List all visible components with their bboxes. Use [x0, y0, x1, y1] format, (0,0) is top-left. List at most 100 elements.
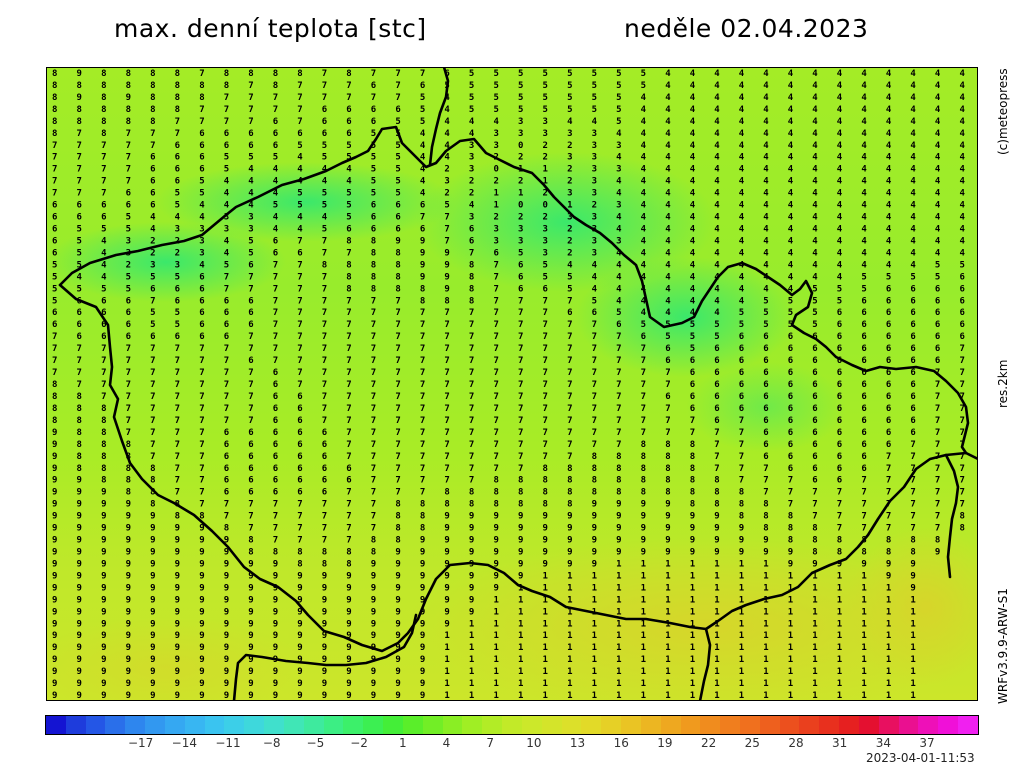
temperature-value: 6 [886, 368, 891, 378]
temperature-value: 8 [101, 476, 106, 486]
temperature-value: 5 [150, 272, 155, 282]
temperature-value: 1 [469, 691, 474, 701]
temperature-value: 7 [297, 380, 302, 390]
temperature-value: 6 [910, 344, 915, 354]
temperature-value: 5 [592, 105, 597, 115]
temperature-value: 8 [52, 416, 57, 426]
temperature-value: 7 [77, 189, 82, 199]
temperature-value: 2 [494, 213, 499, 223]
temperature-value: 6 [150, 153, 155, 163]
temperature-value: 5 [960, 260, 965, 270]
temperature-value: 4 [812, 165, 818, 175]
temperature-value: 4 [641, 129, 647, 139]
copyright-label: (c)meteopress [996, 68, 1010, 155]
temperature-value: 6 [346, 476, 351, 486]
temperature-value: 4 [812, 129, 818, 139]
temperature-value: 6 [224, 452, 229, 462]
temperature-value: 4 [763, 165, 769, 175]
temperature-value: 9 [567, 548, 572, 558]
temperature-value: 1 [714, 619, 719, 629]
temperature-value: 1 [567, 571, 572, 581]
temperature-value: 4 [248, 201, 254, 211]
temperature-value: 4 [788, 248, 794, 258]
temperature-value: 7 [518, 368, 523, 378]
temperature-value: 4 [714, 105, 720, 115]
temperature-value: 9 [346, 595, 351, 605]
temperature-value: 9 [224, 655, 229, 665]
temperature-value: 6 [126, 332, 131, 342]
temperature-value: 8 [788, 524, 793, 534]
temperature-value: 9 [101, 512, 106, 522]
temperature-value: 8 [616, 476, 621, 486]
temperature-value: 8 [665, 488, 670, 498]
temperature-value: 5 [518, 93, 523, 103]
temperature-value: 9 [395, 643, 400, 653]
temperature-value: 7 [322, 320, 327, 330]
temperature-value: 5 [52, 272, 57, 282]
temperature-value: 7 [395, 476, 400, 486]
temperature-value: 9 [371, 595, 376, 605]
temperature-value: 3 [616, 237, 621, 247]
temperature-value: 6 [960, 320, 965, 330]
temperature-value: 1 [616, 655, 621, 665]
color-scale-cell [85, 716, 106, 734]
east-border-line [944, 453, 960, 579]
temperature-value: 9 [77, 512, 82, 522]
color-scale-tick-label: 28 [788, 736, 804, 750]
temperature-value: 6 [960, 332, 965, 342]
temperature-value: 8 [444, 500, 449, 510]
temperature-value: 7 [322, 380, 327, 390]
temperature-value: 7 [322, 93, 327, 103]
temperature-value: 7 [371, 93, 376, 103]
temperature-value: 4 [101, 248, 107, 258]
temperature-value: 4 [641, 141, 647, 151]
temperature-value: 5 [592, 81, 597, 91]
temperature-value: 9 [420, 548, 425, 558]
temperature-value: 4 [714, 296, 720, 306]
temperature-value: 7 [616, 440, 621, 450]
temperature-value: 8 [322, 260, 327, 270]
temperature-value: 3 [494, 225, 499, 235]
temperature-value: 5 [739, 320, 744, 330]
temperature-value: 8 [248, 548, 253, 558]
temperature-value: 7 [126, 392, 131, 402]
temperature-value: 7 [518, 428, 523, 438]
temperature-value: 4 [861, 225, 867, 235]
temperature-value: 6 [248, 320, 253, 330]
temperature-value: 7 [297, 308, 302, 318]
temperature-value: 1 [665, 583, 670, 593]
temperature-value: 1 [616, 619, 621, 629]
temperature-value: 8 [346, 237, 351, 247]
temperature-value: 8 [273, 69, 278, 79]
color-scale-tick-label: −8 [262, 736, 281, 750]
temperature-value: 7 [175, 117, 180, 127]
temperature-value: 8 [371, 248, 376, 258]
temperature-value: 1 [739, 583, 744, 593]
temperature-value: 9 [101, 667, 106, 677]
temperature-value: 7 [543, 356, 548, 366]
temperature-value: 1 [910, 667, 915, 677]
temperature-value: 9 [77, 679, 82, 689]
temperature-value: 8 [126, 464, 131, 474]
temperature-value: 1 [788, 595, 793, 605]
temperature-value: 6 [910, 356, 915, 366]
temperature-value: 8 [101, 105, 106, 115]
temperature-value: 7 [518, 452, 523, 462]
temperature-value: 9 [567, 524, 572, 534]
temperature-value: 6 [52, 308, 57, 318]
color-scale-cell [621, 716, 641, 734]
temperature-value: 4 [837, 213, 843, 223]
temperature-value: 8 [126, 117, 131, 127]
temperature-value: 4 [322, 165, 328, 175]
temperature-value: 6 [494, 248, 499, 258]
temperature-value: 5 [52, 296, 57, 306]
temperature-value: 9 [175, 548, 180, 558]
temperature-value: 6 [763, 368, 768, 378]
temperature-value: 7 [739, 428, 744, 438]
temperature-value: 4 [641, 201, 647, 211]
color-scale-tick-label: −5 [306, 736, 325, 750]
temperature-value: 7 [150, 344, 155, 354]
temperature-value: 7 [297, 344, 302, 354]
temperature-value: 9 [788, 560, 793, 570]
temperature-value: 4 [690, 141, 696, 151]
